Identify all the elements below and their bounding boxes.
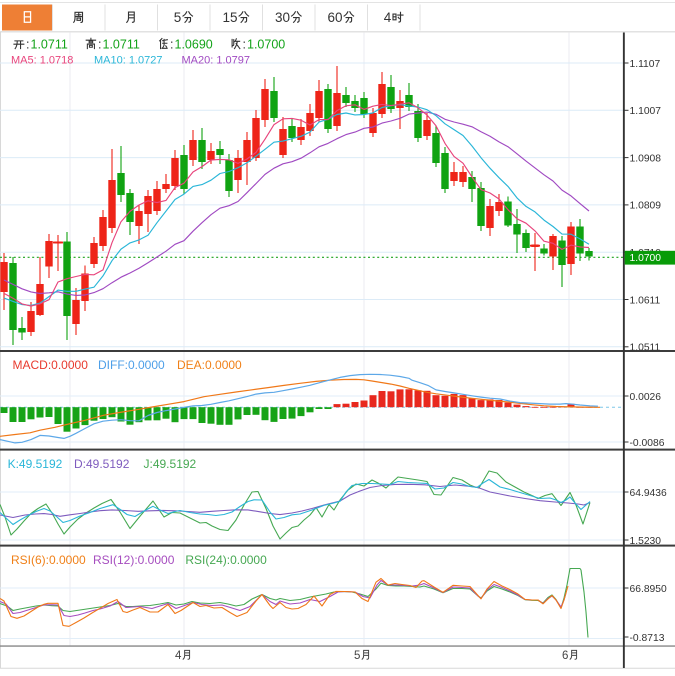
svg-text::: : xyxy=(170,38,173,52)
svg-text:4: 4 xyxy=(384,10,392,25)
svg-text:1.0711: 1.0711 xyxy=(31,38,68,52)
svg-text:1.0611: 1.0611 xyxy=(630,295,661,306)
svg-text:DIFF:0.0000: DIFF:0.0000 xyxy=(98,358,165,372)
svg-text::: : xyxy=(98,38,101,52)
svg-text:4: 4 xyxy=(175,650,182,662)
svg-text:5: 5 xyxy=(354,650,360,662)
svg-text:15: 15 xyxy=(223,10,238,25)
svg-text:MACD:0.0000: MACD:0.0000 xyxy=(13,358,89,372)
svg-text:RSI(12):0.0000: RSI(12):0.0000 xyxy=(93,553,175,567)
svg-text:1.5230: 1.5230 xyxy=(630,536,662,547)
svg-text:66.8950: 66.8950 xyxy=(630,584,667,595)
svg-text:RSI(6):0.0000: RSI(6):0.0000 xyxy=(11,553,86,567)
svg-text:1.0700: 1.0700 xyxy=(247,38,285,52)
svg-text:1.0511: 1.0511 xyxy=(630,343,661,354)
svg-text:64.9436: 64.9436 xyxy=(630,488,667,499)
svg-text::: : xyxy=(243,38,246,52)
svg-text:1.0690: 1.0690 xyxy=(175,38,213,52)
svg-text:30: 30 xyxy=(275,10,290,25)
svg-text:D:49.5192: D:49.5192 xyxy=(74,457,130,471)
svg-text:-0.0086: -0.0086 xyxy=(630,438,665,449)
svg-text:-0.8713: -0.8713 xyxy=(630,633,665,644)
svg-text:MA10: 1.0727: MA10: 1.0727 xyxy=(94,55,163,67)
svg-text:1.0700: 1.0700 xyxy=(630,253,662,264)
svg-text:5: 5 xyxy=(174,10,182,25)
svg-text:1.0711: 1.0711 xyxy=(103,38,140,52)
svg-text:MA20: 1.0797: MA20: 1.0797 xyxy=(182,55,251,67)
svg-text:DEA:0.0000: DEA:0.0000 xyxy=(177,358,242,372)
svg-text::: : xyxy=(26,38,29,52)
svg-text:1.0809: 1.0809 xyxy=(630,201,662,212)
svg-text:6: 6 xyxy=(562,650,568,662)
svg-text:K:49.5192: K:49.5192 xyxy=(8,457,63,471)
svg-text:60: 60 xyxy=(328,10,343,25)
svg-text:MA5: 1.0718: MA5: 1.0718 xyxy=(11,55,73,67)
svg-text:1.1007: 1.1007 xyxy=(630,106,662,117)
svg-text:1.1107: 1.1107 xyxy=(630,59,661,70)
svg-text:0.0026: 0.0026 xyxy=(630,392,662,403)
svg-text:J:49.5192: J:49.5192 xyxy=(144,457,197,471)
svg-text:RSI(24):0.0000: RSI(24):0.0000 xyxy=(185,553,267,567)
svg-text:1.0908: 1.0908 xyxy=(630,153,662,164)
